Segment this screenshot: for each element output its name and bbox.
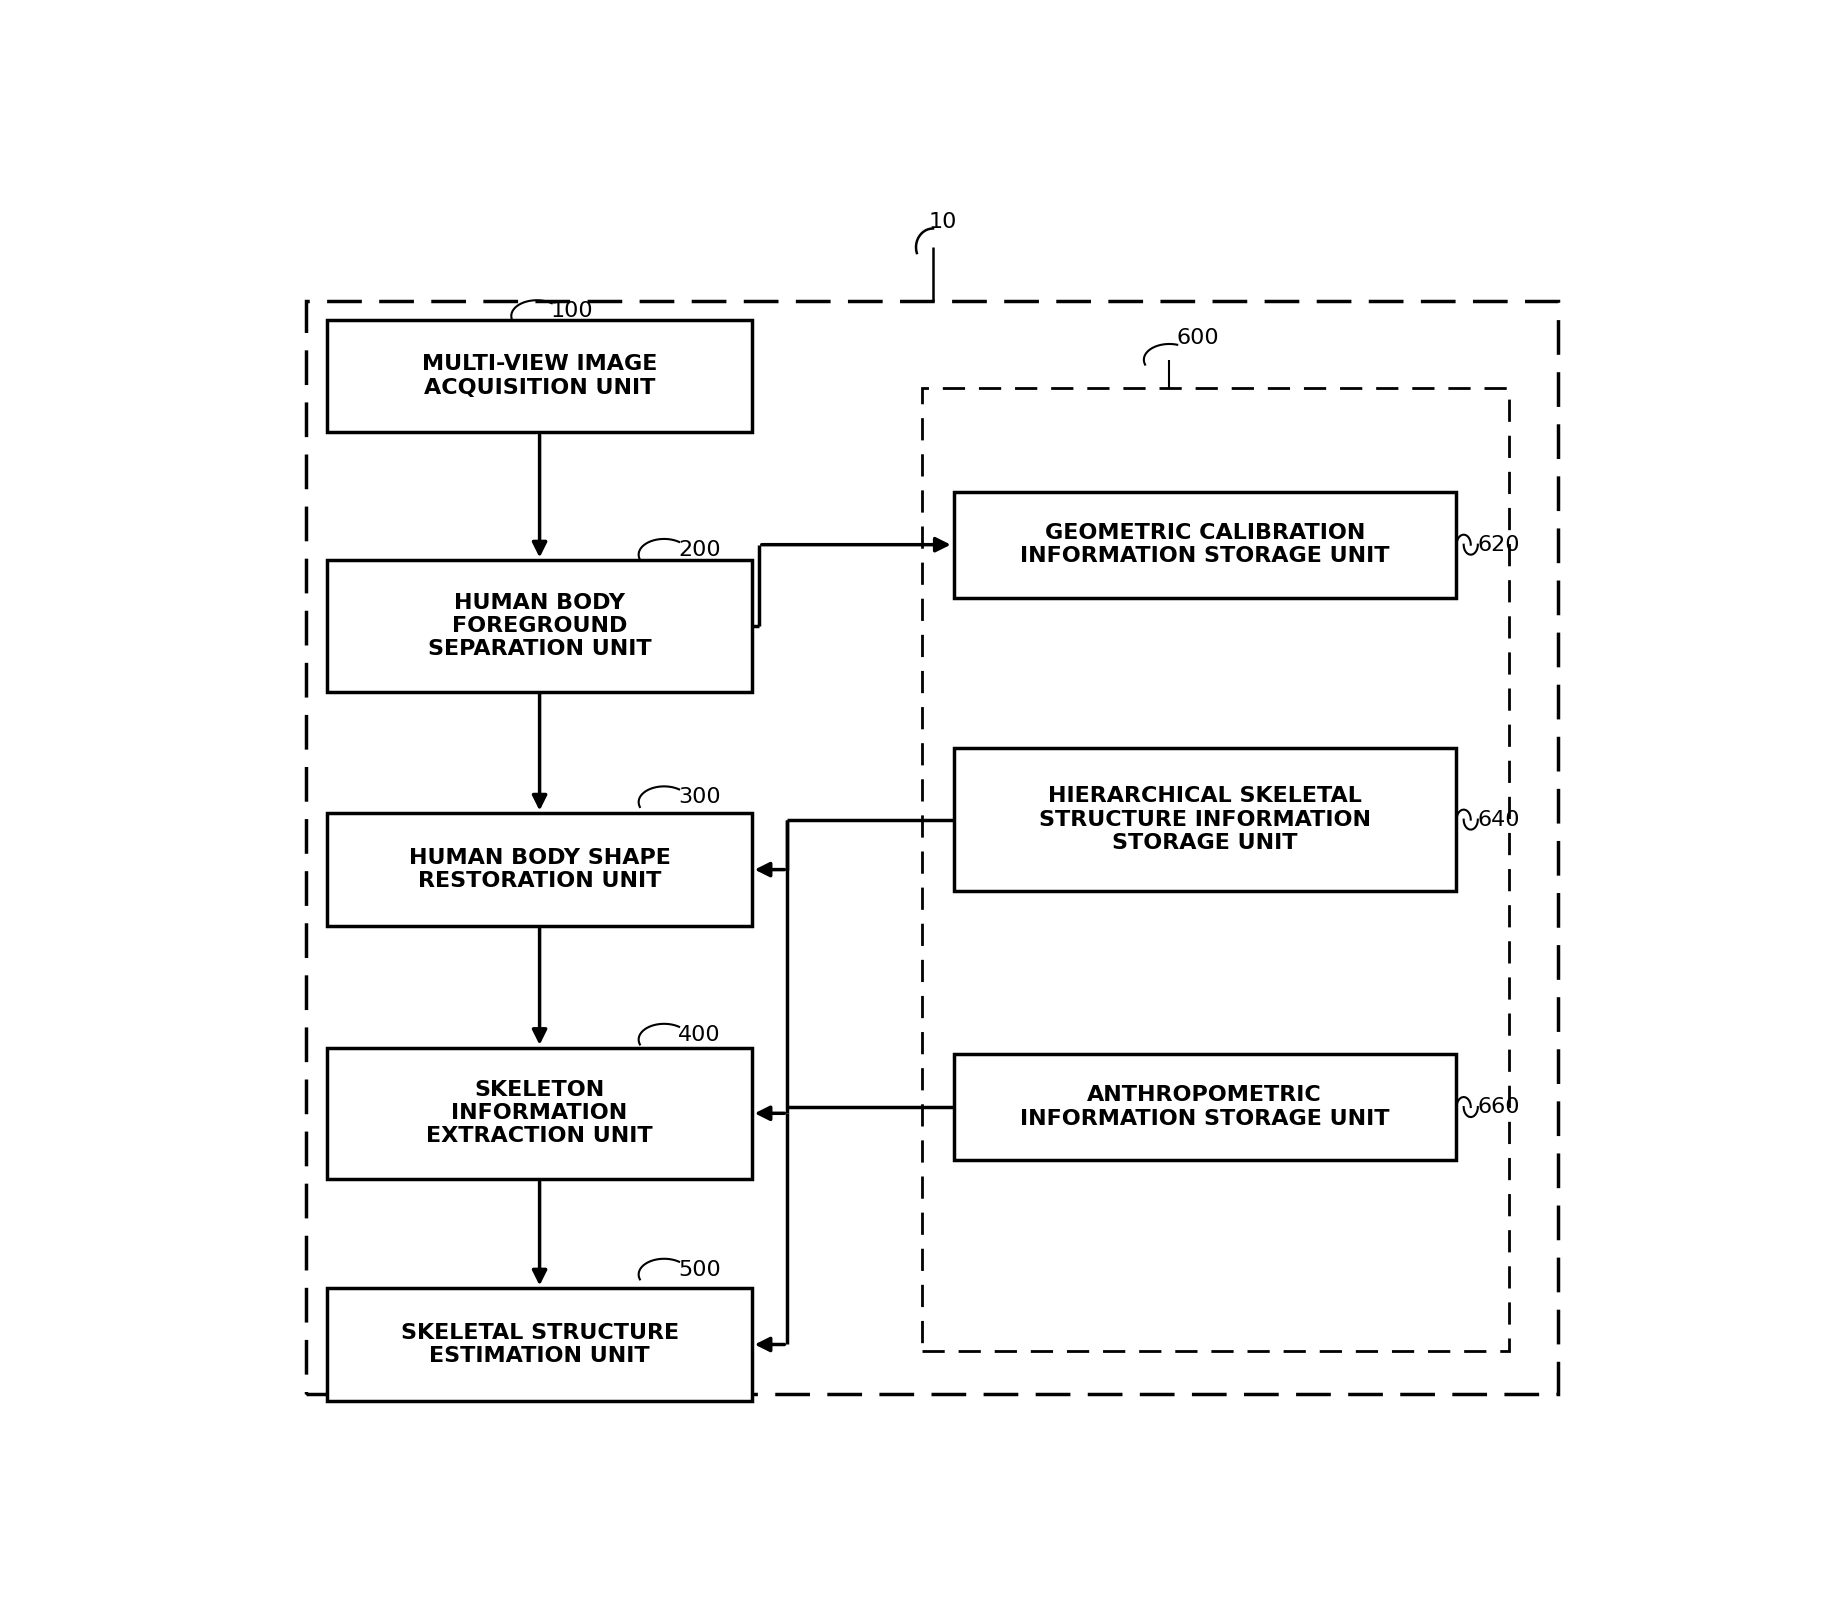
Text: 600: 600 (1176, 328, 1220, 349)
Text: GEOMETRIC CALIBRATION
INFORMATION STORAGE UNIT: GEOMETRIC CALIBRATION INFORMATION STORAG… (1021, 523, 1390, 566)
Text: 400: 400 (677, 1024, 721, 1045)
Text: HUMAN BODY
FOREGROUND
SEPARATION UNIT: HUMAN BODY FOREGROUND SEPARATION UNIT (427, 592, 652, 659)
Text: MULTI-VIEW IMAGE
ACQUISITION UNIT: MULTI-VIEW IMAGE ACQUISITION UNIT (422, 354, 657, 398)
FancyBboxPatch shape (953, 1053, 1455, 1160)
Text: HUMAN BODY SHAPE
RESTORATION UNIT: HUMAN BODY SHAPE RESTORATION UNIT (409, 847, 670, 891)
Text: ANTHROPOMETRIC
INFORMATION STORAGE UNIT: ANTHROPOMETRIC INFORMATION STORAGE UNIT (1021, 1086, 1390, 1128)
Text: SKELETON
INFORMATION
EXTRACTION UNIT: SKELETON INFORMATION EXTRACTION UNIT (425, 1079, 654, 1146)
Text: 300: 300 (677, 787, 721, 807)
Text: 200: 200 (677, 540, 721, 560)
FancyBboxPatch shape (327, 560, 752, 691)
Text: 500: 500 (677, 1259, 721, 1279)
FancyBboxPatch shape (327, 1048, 752, 1178)
FancyBboxPatch shape (953, 748, 1455, 891)
Text: 640: 640 (1477, 810, 1521, 829)
FancyBboxPatch shape (327, 320, 752, 432)
Text: SKELETAL STRUCTURE
ESTIMATION UNIT: SKELETAL STRUCTURE ESTIMATION UNIT (400, 1323, 679, 1367)
FancyBboxPatch shape (327, 813, 752, 925)
Text: HIERARCHICAL SKELETAL
STRUCTURE INFORMATION
STORAGE UNIT: HIERARCHICAL SKELETAL STRUCTURE INFORMAT… (1039, 787, 1371, 852)
FancyBboxPatch shape (327, 1289, 752, 1401)
FancyBboxPatch shape (953, 492, 1455, 597)
Text: 10: 10 (929, 213, 957, 232)
Text: 660: 660 (1477, 1097, 1521, 1117)
Text: 100: 100 (551, 300, 593, 321)
Text: 620: 620 (1477, 534, 1521, 555)
